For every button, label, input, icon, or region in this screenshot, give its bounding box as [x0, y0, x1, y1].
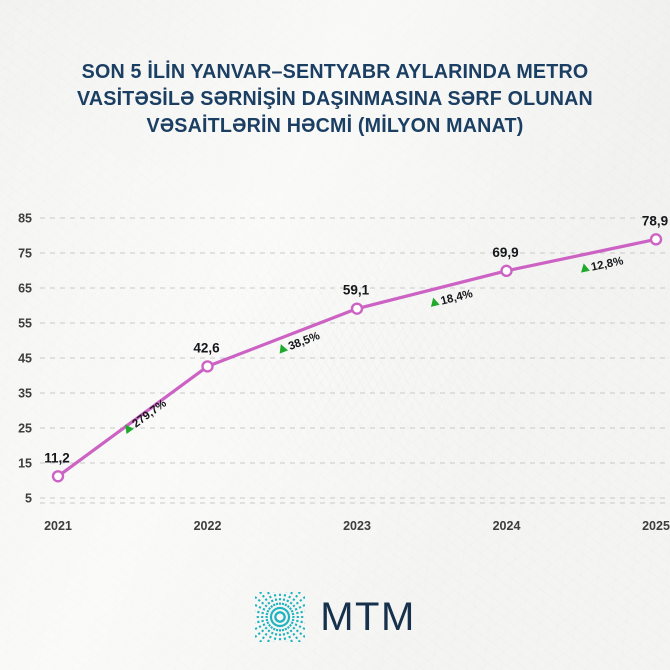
data-value-labels: 11,2 42,6 59,1 69,9 78,9: [44, 213, 668, 465]
x-axis-tick-label: 2021: [44, 519, 72, 533]
logo-ray: [266, 619, 280, 642]
x-axis-tick-label: 2025: [642, 519, 670, 533]
x-axis-ticks: 2021 2022 2023 2024 2025: [44, 519, 670, 533]
x-axis-tick-label: 2023: [343, 519, 371, 533]
logo-ray: [273, 592, 281, 614]
logo-ray: [282, 617, 306, 631]
logo-ray: [255, 603, 278, 617]
x-axis-tick-label: 2024: [493, 519, 521, 533]
growth-up-triangle-icon: [279, 344, 289, 354]
data-series: [56, 237, 658, 478]
data-value-label: 59,1: [343, 283, 370, 298]
data-point-marker[interactable]: [51, 470, 65, 483]
grid-lines: [40, 217, 666, 504]
growth-rate-group: 12,8%: [581, 255, 624, 274]
logo-ray: [282, 618, 306, 639]
logo-ray: [255, 595, 279, 616]
logo-ray: [266, 592, 280, 615]
logo-ray: [273, 620, 281, 642]
x-axis-tick-label: 2022: [194, 519, 222, 533]
y-axis-tick-label: 65: [18, 282, 32, 296]
chart-svg: 5 15 25 35 45 55 65 75 85 2021 2022 2023 2024 2025 1…: [18, 212, 670, 534]
brand-logo: MTM: [0, 586, 670, 648]
line-chart: 5 15 25 35 45 55 65 75 85 2021 2022 2023 2024 2025 1…: [0, 190, 670, 545]
logo-ray: [255, 617, 278, 631]
y-axis-tick-label: 5: [25, 492, 32, 506]
data-value-label: 42,6: [193, 340, 220, 355]
growth-rate-label: 12,8%: [590, 255, 624, 273]
growth-rate-group: 18,4%: [430, 288, 475, 308]
growth-up-triangle-icon: [125, 424, 134, 435]
growth-up-triangle-icon: [581, 263, 590, 273]
growth-rate-group: 279,7%: [125, 398, 169, 435]
y-axis-tick-label: 45: [18, 352, 32, 366]
logo-ray: [279, 592, 287, 614]
logo-ray: [283, 616, 306, 624]
data-point-marker[interactable]: [350, 302, 364, 315]
title-line-2: VASİTƏSİLƏ SƏRNİŞİN DAŞINMASINA SƏRF OLU…: [77, 87, 593, 110]
data-markers: [51, 233, 663, 483]
data-point-marker[interactable]: [201, 360, 214, 373]
growth-rate-label: 18,4%: [440, 288, 475, 308]
logo-ray: [255, 618, 279, 639]
y-axis-tick-label: 25: [18, 422, 32, 436]
brand-logo-text: MTM: [320, 595, 416, 639]
logo-ray: [279, 620, 287, 642]
logo-ray: [258, 619, 279, 642]
data-point-marker[interactable]: [500, 264, 513, 278]
y-axis-tick-label: 55: [18, 317, 32, 331]
title-line-3: VƏSAİTLƏRİN HƏCMİ (MİLYON MANAT): [146, 114, 524, 137]
growth-rate-group: 38,5%: [279, 330, 322, 354]
y-axis-tick-label: 85: [18, 212, 32, 226]
y-axis-tick-label: 15: [18, 457, 32, 471]
logo-ray: [282, 595, 306, 616]
series-line: [56, 237, 658, 478]
growth-up-triangle-icon: [430, 297, 440, 307]
data-point-marker[interactable]: [649, 233, 663, 246]
logo-ray: [255, 610, 278, 618]
title-line-1: SON 5 İLİN YANVAR–SENTYABR AYLARINDA MET…: [81, 60, 589, 83]
data-value-label: 78,9: [642, 213, 668, 228]
y-axis-tick-label: 75: [18, 247, 32, 261]
logo-ray: [255, 616, 278, 624]
logo-ray: [283, 610, 306, 618]
data-value-label: 11,2: [44, 450, 70, 465]
mtm-radial-burst-logo-icon: [255, 592, 306, 642]
logo-ray: [282, 603, 306, 617]
growth-rate-label: 279,7%: [130, 398, 169, 431]
logo-ray: [281, 619, 302, 642]
page-title: SON 5 İLİN YANVAR–SENTYABR AYLARINDA MET…: [13, 58, 656, 139]
y-axis-tick-label: 35: [18, 387, 32, 401]
logo-ray: [258, 592, 279, 615]
y-axis-ticks: 5 15 25 35 45 55 65 75 85: [18, 212, 32, 506]
logo-ray: [281, 592, 302, 615]
data-value-label: 69,9: [492, 245, 518, 260]
logo-ray: [280, 592, 294, 615]
logo-ray: [280, 619, 294, 642]
